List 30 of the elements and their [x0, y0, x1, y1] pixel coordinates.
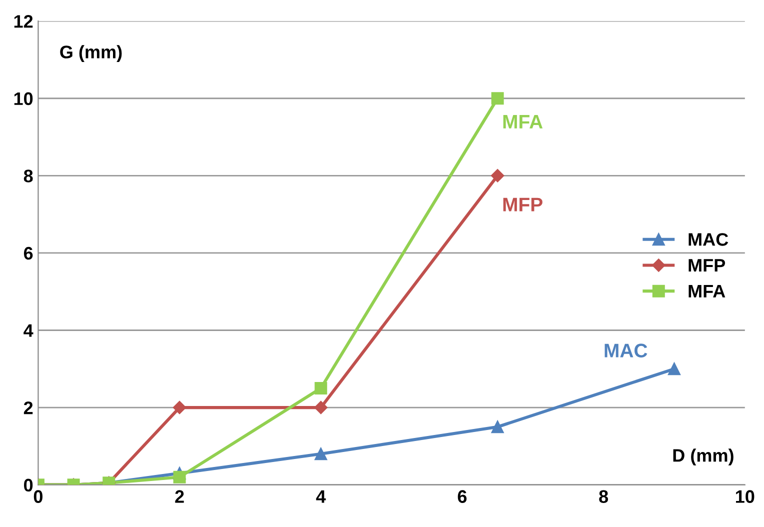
legend-label: MAC — [688, 233, 728, 246]
text: MFP — [503, 198, 542, 212]
x-axis-title: D (mm) — [673, 448, 734, 466]
text: MFA — [503, 115, 543, 128]
y-tick-label: 0 — [24, 478, 33, 492]
y-tick-label: 2 — [24, 401, 33, 414]
y-tick-label: 6 — [24, 246, 33, 260]
point — [314, 400, 328, 414]
y-tick-label: 8 — [24, 170, 33, 182]
text: MAC — [604, 344, 648, 358]
point — [491, 420, 504, 434]
point — [490, 169, 504, 182]
x-tick-label: 4 — [316, 490, 326, 503]
point — [314, 382, 328, 394]
y-axis-title: G (mm) — [60, 45, 122, 62]
y-tick-label: 4 — [24, 324, 34, 337]
x-tick-label: 2 — [175, 490, 184, 503]
point — [491, 92, 504, 105]
point — [668, 362, 680, 376]
x-tick-label: 8 — [599, 490, 608, 503]
y-tick-label: 10 — [14, 92, 33, 106]
x-tick-label: 0 — [34, 490, 42, 503]
point — [172, 400, 186, 414]
y-tick-label: 12 — [14, 15, 33, 28]
point — [314, 448, 328, 460]
x-tick-label: 10 — [736, 490, 754, 503]
point — [173, 470, 186, 484]
legend-label: MFP — [688, 259, 726, 272]
x-tick-label: 6 — [458, 490, 467, 503]
legend-label: MFA — [688, 284, 726, 298]
